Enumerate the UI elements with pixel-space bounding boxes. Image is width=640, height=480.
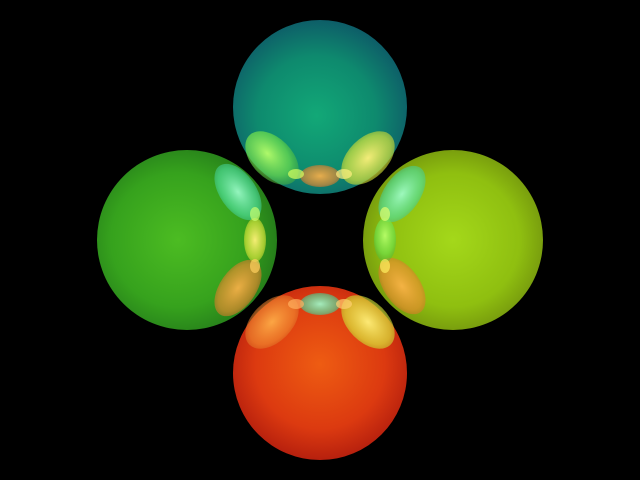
sphere-left [97, 150, 277, 330]
sphere-bottom [233, 286, 407, 460]
sphere-right [363, 150, 543, 330]
sphere-top [233, 20, 407, 194]
